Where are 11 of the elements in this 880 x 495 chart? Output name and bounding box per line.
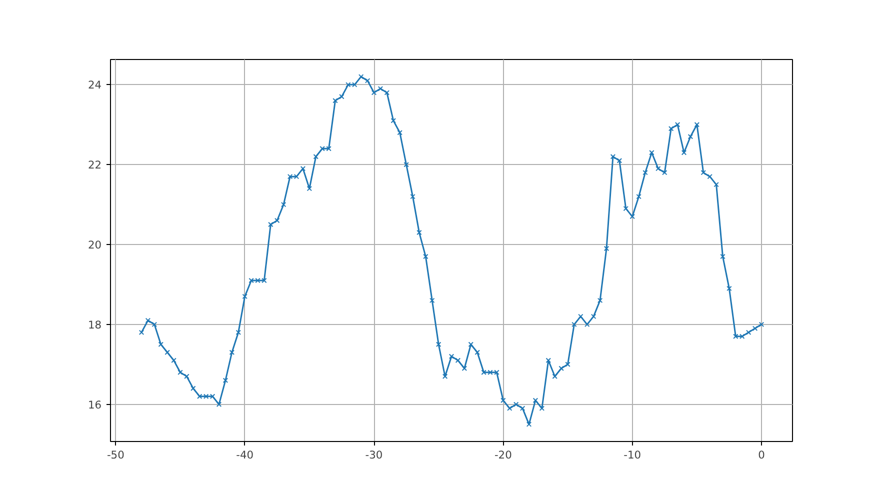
y-tick-label: 20 [88,238,102,252]
x-tick-label: -30 [365,448,383,462]
y-tick-label: 24 [88,78,102,92]
y-tick-label: 18 [88,318,102,332]
x-tick-label: -40 [236,448,254,462]
x-tick-label: -20 [494,448,512,462]
x-tick-label: -10 [624,448,642,462]
x-tick-label: 0 [758,448,766,462]
y-tick-label: 22 [88,158,102,172]
x-tick-label: -50 [106,448,125,462]
y-tick-label: 16 [88,398,102,412]
